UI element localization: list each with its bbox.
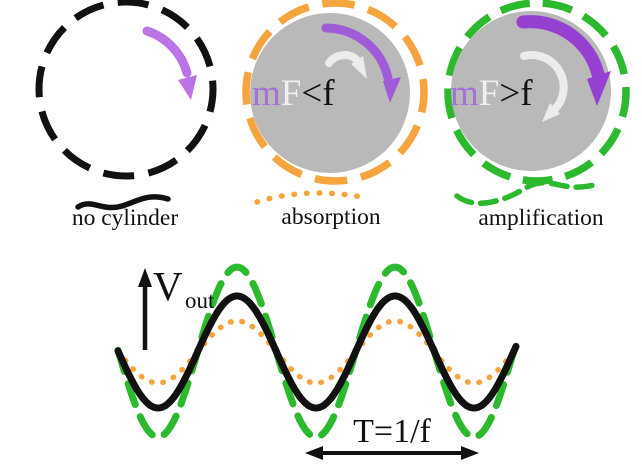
waveform-amplified — [114, 263, 520, 441]
field-rotation-arrow — [321, 23, 393, 83]
field-rotation-arrowhead — [587, 71, 611, 106]
panel-amplification: mF>f amplification — [444, 0, 630, 231]
cylinder-disk-amplification — [451, 11, 611, 171]
waveform-no-cylinder — [114, 292, 520, 412]
formula-amplification: mF>f — [450, 73, 533, 114]
label-no-cylinder: no cylinder — [72, 205, 179, 231]
label-absorption: absorption — [281, 204, 380, 230]
cylinder-rotation-arrow — [520, 51, 568, 114]
cylinder-rotation-arrowhead — [351, 56, 367, 79]
period-arrowhead-left — [305, 446, 323, 460]
panel-absorption: mF<f absorption — [242, 0, 428, 230]
cylinder-rotation-arrow — [325, 51, 360, 67]
dashed-ring-no-cylinder — [35, 0, 217, 180]
formula-rest: >f — [499, 73, 533, 114]
waveform-plot — [114, 263, 520, 441]
field-rotation-arrowhead — [383, 77, 401, 103]
formula-m: m — [450, 73, 479, 114]
formula-m: m — [252, 73, 281, 114]
formula-rest: <f — [301, 73, 335, 114]
vout-axis: V out — [138, 263, 215, 350]
wave-squiggle-black — [75, 194, 171, 211]
vout-label: V — [153, 263, 183, 309]
period-arrowhead-right — [461, 446, 479, 460]
field-rotation-arrow — [142, 26, 192, 78]
waveform-absorbed — [115, 318, 519, 386]
formula-F: F — [281, 73, 302, 114]
field-rotation-arrow — [516, 15, 605, 81]
cylinder-rotation-arrowhead — [542, 103, 560, 122]
period-annotation: T=1/f — [305, 413, 479, 460]
field-rotation-arrowhead — [178, 75, 197, 100]
formula-F: F — [479, 73, 500, 114]
vout-subscript: out — [185, 288, 215, 313]
cylinder-disk-absorption — [250, 13, 410, 173]
label-amplification: amplification — [478, 205, 604, 231]
vout-arrowhead — [138, 268, 152, 287]
period-label: T=1/f — [353, 413, 431, 450]
formula-absorption: mF<f — [252, 73, 335, 114]
panel-no-cylinder: no cylinder — [35, 0, 217, 231]
dashed-ring-absorption — [242, 0, 428, 185]
wave-squiggle-dotted-orange — [254, 190, 365, 205]
wave-squiggle-dashed-green — [454, 179, 597, 206]
